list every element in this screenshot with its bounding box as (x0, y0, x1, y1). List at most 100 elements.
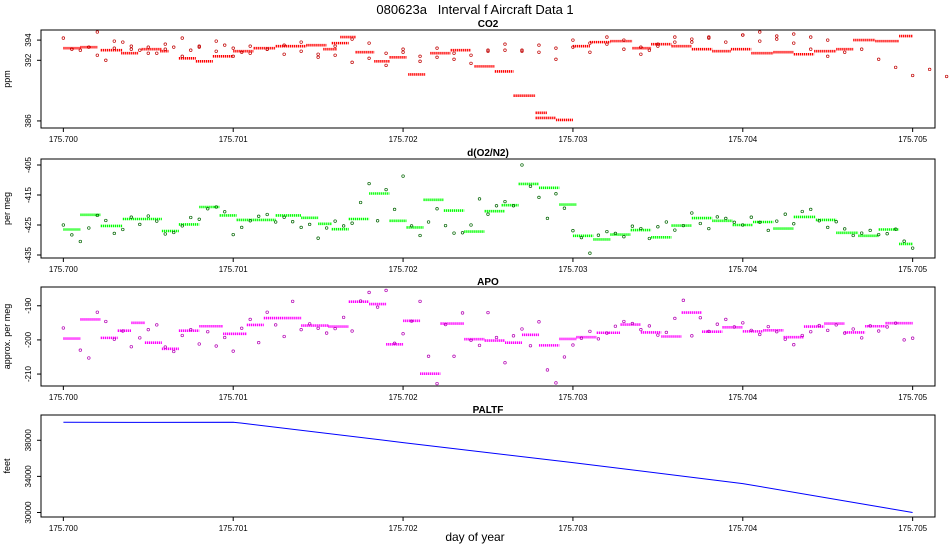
data-point (758, 39, 762, 43)
data-point (758, 30, 762, 34)
data-point (528, 344, 533, 348)
x-tick-label: 175.701 (219, 524, 248, 533)
panel-title: APO (477, 277, 499, 288)
data-point (520, 327, 524, 331)
data-point (749, 328, 753, 333)
data-point (299, 49, 303, 53)
data-point (673, 228, 677, 232)
data-point (316, 326, 320, 330)
panel-frame (40, 29, 936, 129)
data-point (741, 321, 745, 325)
data-point (384, 187, 388, 192)
data-point (639, 45, 643, 49)
data-point (460, 311, 465, 315)
data-point (452, 51, 456, 55)
data-point (885, 232, 889, 236)
data-point (860, 231, 864, 235)
data-point (87, 45, 91, 49)
data-point (860, 336, 864, 340)
data-point (418, 299, 422, 303)
data-point (877, 232, 881, 237)
data-point (911, 73, 915, 78)
y-tick-label: 386 (24, 114, 33, 128)
data-point (826, 225, 830, 230)
data-point (418, 233, 422, 238)
data-point (681, 298, 685, 302)
data-point (274, 220, 278, 224)
data-point (758, 332, 762, 337)
data-point (698, 316, 702, 320)
data-point (121, 40, 125, 44)
data-point (639, 52, 643, 56)
data-point (231, 349, 235, 353)
data-point (613, 231, 618, 236)
data-point (95, 30, 99, 34)
data-point (138, 48, 142, 52)
data-point (104, 319, 108, 324)
data-point (189, 215, 193, 220)
data-point (715, 322, 719, 326)
data-point (384, 51, 388, 55)
data-point (121, 329, 125, 333)
data-point (375, 305, 380, 309)
data-point (180, 224, 184, 228)
data-point (401, 47, 405, 51)
data-point (146, 214, 150, 218)
data-point (274, 323, 278, 327)
y-tick-label: 392 (24, 53, 33, 67)
panel-frame (40, 414, 936, 518)
data-point (511, 334, 516, 338)
data-point (622, 38, 626, 42)
x-tick-label: 175.701 (219, 135, 248, 144)
data-point (588, 251, 592, 255)
data-point (435, 207, 439, 211)
data-point (384, 288, 388, 293)
data-point (299, 328, 303, 332)
data-line (63, 421, 913, 513)
data-point (316, 236, 320, 240)
data-point (724, 216, 728, 221)
data-point (894, 321, 898, 325)
data-point (341, 315, 346, 320)
data-point (775, 330, 779, 334)
data-point (690, 334, 694, 338)
x-tick-label: 175.701 (219, 265, 248, 274)
panel-2: APO approx. per meg -190 -200 -210 175.700 175… (2, 277, 936, 402)
x-tick-label: 175.702 (389, 135, 418, 144)
data-point (121, 227, 125, 232)
data-point (885, 325, 889, 329)
data-point (469, 61, 473, 65)
y-axis-label: feet (2, 458, 12, 474)
data-point (588, 329, 592, 334)
data-point (358, 200, 363, 205)
data-point (316, 52, 320, 56)
data-point (486, 212, 490, 216)
y-axis-label: approx. per meg (2, 304, 12, 370)
x-tick-label: 175.702 (389, 524, 418, 533)
data-point (324, 226, 329, 230)
y-tick-label: -190 (24, 297, 33, 314)
data-point (155, 323, 159, 327)
data-point (486, 310, 490, 315)
data-point (197, 44, 201, 48)
data-point (341, 224, 346, 228)
data-point (223, 43, 227, 47)
panel-title: CO2 (478, 19, 499, 30)
data-point (605, 42, 609, 46)
data-point (282, 215, 286, 219)
data-point (367, 41, 371, 45)
data-point (843, 331, 847, 335)
data-point (673, 40, 677, 44)
data-point (214, 205, 218, 209)
data-point (129, 47, 133, 51)
data-point (647, 236, 652, 241)
data-point (605, 35, 609, 39)
data-point (231, 54, 235, 58)
data-point (282, 43, 286, 47)
data-point (418, 54, 422, 58)
data-point (265, 47, 269, 51)
data-point (596, 337, 601, 341)
data-point (851, 233, 855, 238)
data-point (707, 35, 711, 39)
data-point (562, 206, 567, 210)
